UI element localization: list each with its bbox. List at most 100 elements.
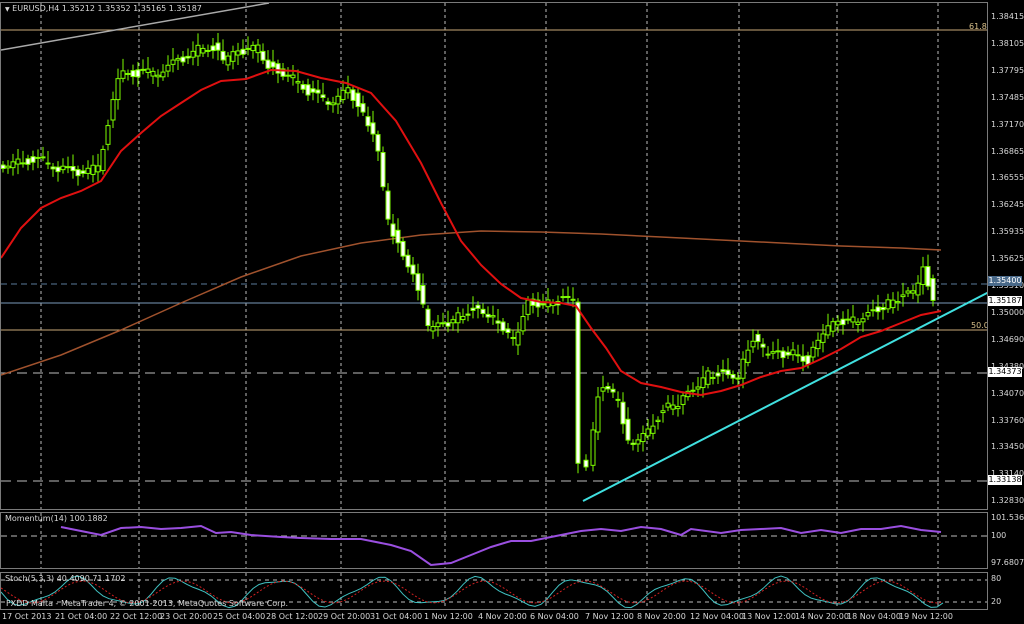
candle-body [380, 152, 386, 188]
candle-body [485, 313, 491, 318]
momentum-canvas[interactable] [1, 513, 988, 569]
candle-body [235, 50, 241, 56]
candle-body [760, 343, 766, 348]
momentum-line [60, 524, 942, 567]
candle-body [240, 48, 246, 55]
slow-moving-average [1, 230, 942, 376]
candle-body [270, 61, 276, 68]
candle-body [515, 331, 521, 346]
time-tick-label: 13 Nov 12:00 [742, 612, 796, 621]
candle-body [60, 165, 66, 171]
candle-body [860, 318, 866, 323]
candle-body [540, 303, 546, 306]
candle-body [850, 316, 856, 323]
stochastic-canvas[interactable] [1, 573, 988, 610]
candle-body [620, 401, 626, 425]
candle-body [105, 125, 111, 145]
candle-body [720, 369, 726, 372]
candle-body [450, 319, 456, 324]
candle-body [745, 349, 751, 363]
candle-body [15, 158, 21, 165]
candle-body [820, 333, 826, 343]
candle-body [395, 229, 401, 244]
candle-body [655, 419, 661, 423]
candle-body [665, 402, 671, 408]
candle-body [1, 164, 6, 169]
price-tag-level-1: 1.35400 [988, 276, 1022, 286]
time-tick-label: 21 Oct 04:00 [55, 612, 108, 621]
candle-body [130, 70, 136, 78]
candle-body [905, 290, 911, 294]
candle-body [890, 299, 896, 309]
candle-body [910, 290, 916, 294]
candle-body [880, 306, 886, 311]
candle-body [830, 321, 836, 332]
candle-body [70, 166, 76, 172]
momentum-title: Momentum(14) 100.1882 [5, 514, 108, 523]
current-price-tag: 1.35187 [988, 296, 1022, 306]
candle-body [200, 47, 206, 54]
candle-body [885, 299, 891, 310]
candle-body [145, 68, 151, 73]
stochastic-panel[interactable]: Stoch(5,3,3) 40.4090 71.1702 [0, 572, 988, 610]
candle-body [815, 339, 821, 350]
candle-body [930, 278, 936, 301]
candle-body [180, 56, 186, 63]
dropdown-arrow-icon[interactable]: ▼ [5, 6, 10, 13]
price-tick-label: 1.33450 [991, 442, 1024, 452]
candle-body [570, 298, 576, 301]
price-chart-panel[interactable]: ▼ EURUSD,H4 1.35212 1.35352 1.35165 1.35… [0, 2, 988, 510]
candle-body [330, 102, 336, 106]
candle-body [110, 99, 116, 121]
candle-body [900, 294, 906, 298]
candle-body [215, 42, 221, 51]
candle-body [400, 240, 406, 257]
price-tick-label: 1.33140 [991, 469, 1024, 479]
candle-body [735, 377, 741, 380]
candle-body [20, 162, 26, 165]
price-tick-label: 1.34380 [991, 362, 1024, 371]
time-tick-label: 22 Oct 12:00 [110, 612, 163, 621]
candle-body [500, 321, 506, 332]
stochastic-axis: 80 20 [989, 572, 1024, 610]
candle-body [495, 320, 501, 324]
candle-body [810, 346, 816, 358]
candle-body [90, 164, 96, 175]
candle-body [740, 358, 746, 379]
candle-body [825, 325, 831, 336]
candle-body [590, 429, 596, 466]
candle-body [170, 59, 176, 65]
candle-body [355, 92, 361, 108]
candle-body [75, 169, 81, 177]
candle-body [595, 396, 601, 433]
price-tick-label: 1.36245 [991, 200, 1024, 210]
candle-body [220, 50, 226, 61]
candle-body [225, 55, 231, 66]
symbol-quote: EURUSD,H4 1.35212 1.35352 1.35165 1.3518… [12, 4, 202, 13]
candle-body [260, 50, 266, 61]
price-tick-label: 1.35935 [991, 227, 1024, 237]
candle-body [165, 64, 171, 72]
candle-body [310, 88, 316, 93]
candle-body [870, 309, 876, 312]
candle-body [140, 68, 146, 71]
candle-body [50, 166, 56, 170]
candle-body [45, 162, 51, 165]
price-chart-canvas[interactable] [1, 3, 988, 510]
candle-body [80, 170, 86, 174]
candle-body [300, 84, 306, 90]
candle-body [125, 72, 131, 75]
candle-body [715, 372, 721, 377]
candle-body [365, 116, 371, 127]
candle-body [790, 349, 796, 356]
candle-body [405, 254, 411, 268]
candle-body [185, 55, 191, 59]
candle-body [755, 333, 761, 343]
candle-body [135, 69, 141, 78]
candle-body [445, 322, 451, 327]
momentum-panel[interactable]: Momentum(14) 100.1882 [0, 512, 988, 569]
candle-body [250, 44, 256, 52]
candle-body [35, 156, 41, 159]
candle-body [325, 101, 331, 105]
